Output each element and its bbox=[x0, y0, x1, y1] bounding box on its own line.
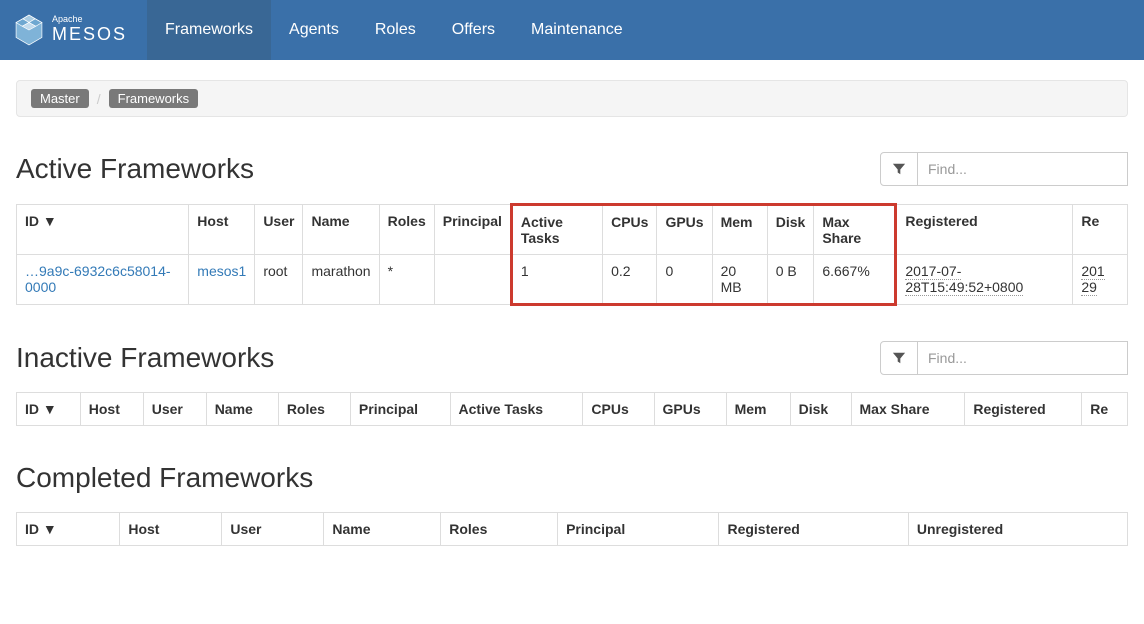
col-name[interactable]: Name bbox=[303, 205, 379, 255]
col-host[interactable]: Host bbox=[80, 393, 143, 426]
cell-user: root bbox=[255, 255, 303, 305]
framework-id-link[interactable]: …9a9c-6932c6c58014-0000 bbox=[25, 263, 171, 295]
re-ts[interactable]: 201 29 bbox=[1081, 263, 1104, 296]
col-cpus[interactable]: CPUs bbox=[603, 205, 657, 255]
col-roles[interactable]: Roles bbox=[379, 205, 434, 255]
inactive-filter bbox=[880, 341, 1128, 375]
breadcrumb-master[interactable]: Master bbox=[31, 89, 89, 108]
table-header-row: ID ▼ Host User Name Roles Principal Acti… bbox=[17, 205, 1128, 255]
navbar: Apache MESOS Frameworks Agents Roles Off… bbox=[0, 0, 1144, 60]
col-re[interactable]: Re bbox=[1073, 205, 1128, 255]
col-name[interactable]: Name bbox=[324, 513, 441, 546]
cell-max-share: 6.667% bbox=[814, 255, 896, 305]
active-frameworks-table: ID ▼ Host User Name Roles Principal Acti… bbox=[16, 203, 1128, 306]
logo-text: Apache MESOS bbox=[52, 15, 127, 45]
active-frameworks-title: Active Frameworks bbox=[16, 153, 254, 185]
mesos-logo-icon bbox=[12, 13, 46, 47]
completed-frameworks-section: Completed Frameworks ID ▼ Host User Name… bbox=[16, 450, 1128, 546]
col-gpus[interactable]: GPUs bbox=[657, 205, 712, 255]
filter-icon bbox=[892, 351, 906, 365]
col-disk[interactable]: Disk bbox=[767, 205, 814, 255]
nav-agents[interactable]: Agents bbox=[271, 0, 357, 60]
col-roles[interactable]: Roles bbox=[441, 513, 558, 546]
col-mem[interactable]: Mem bbox=[712, 205, 767, 255]
completed-frameworks-title: Completed Frameworks bbox=[16, 462, 313, 494]
col-max-share[interactable]: Max Share bbox=[851, 393, 965, 426]
filter-icon bbox=[892, 162, 906, 176]
registered-ts[interactable]: 2017-07-28T15:49:52+0800 bbox=[905, 263, 1023, 296]
cell-name: marathon bbox=[303, 255, 379, 305]
col-max-share[interactable]: Max Share bbox=[814, 205, 896, 255]
active-filter bbox=[880, 152, 1128, 186]
col-user[interactable]: User bbox=[222, 513, 324, 546]
col-user[interactable]: User bbox=[255, 205, 303, 255]
breadcrumb: Master / Frameworks bbox=[16, 80, 1128, 117]
table-header-row: ID ▼ Host User Name Roles Principal Regi… bbox=[17, 513, 1128, 546]
cell-cpus: 0.2 bbox=[603, 255, 657, 305]
cell-host: mesos1 bbox=[189, 255, 255, 305]
col-principal[interactable]: Principal bbox=[350, 393, 450, 426]
nav-offers[interactable]: Offers bbox=[434, 0, 513, 60]
col-principal[interactable]: Principal bbox=[434, 205, 511, 255]
inactive-frameworks-title: Inactive Frameworks bbox=[16, 342, 274, 374]
col-host[interactable]: Host bbox=[189, 205, 255, 255]
col-gpus[interactable]: GPUs bbox=[654, 393, 726, 426]
inactive-filter-input[interactable] bbox=[918, 341, 1128, 375]
col-id[interactable]: ID ▼ bbox=[17, 513, 120, 546]
col-cpus[interactable]: CPUs bbox=[583, 393, 654, 426]
logo-big: MESOS bbox=[52, 24, 127, 44]
cell-roles: * bbox=[379, 255, 434, 305]
inactive-frameworks-section: Inactive Frameworks ID ▼ Host User Name … bbox=[16, 330, 1128, 426]
col-host[interactable]: Host bbox=[120, 513, 222, 546]
logo[interactable]: Apache MESOS bbox=[12, 13, 147, 47]
inactive-frameworks-table: ID ▼ Host User Name Roles Principal Acti… bbox=[16, 392, 1128, 426]
filter-button[interactable] bbox=[880, 152, 918, 186]
cell-mem: 20 MB bbox=[712, 255, 767, 305]
table-header-row: ID ▼ Host User Name Roles Principal Acti… bbox=[17, 393, 1128, 426]
col-registered[interactable]: Registered bbox=[719, 513, 908, 546]
cell-active-tasks: 1 bbox=[511, 255, 602, 305]
col-active-tasks[interactable]: Active Tasks bbox=[450, 393, 583, 426]
host-link[interactable]: mesos1 bbox=[197, 263, 246, 279]
filter-button[interactable] bbox=[880, 341, 918, 375]
breadcrumb-current: Frameworks bbox=[109, 89, 199, 108]
cell-principal bbox=[434, 255, 511, 305]
nav-maintenance[interactable]: Maintenance bbox=[513, 0, 641, 60]
cell-id: …9a9c-6932c6c58014-0000 bbox=[17, 255, 189, 305]
breadcrumb-separator: / bbox=[97, 91, 101, 107]
col-disk[interactable]: Disk bbox=[790, 393, 851, 426]
completed-frameworks-table: ID ▼ Host User Name Roles Principal Regi… bbox=[16, 512, 1128, 546]
active-frameworks-section: Active Frameworks ID ▼ Host User Name Ro… bbox=[16, 141, 1128, 306]
col-registered[interactable]: Registered bbox=[965, 393, 1082, 426]
nav-roles[interactable]: Roles bbox=[357, 0, 434, 60]
cell-gpus: 0 bbox=[657, 255, 712, 305]
col-active-tasks[interactable]: Active Tasks bbox=[511, 205, 602, 255]
cell-re: 201 29 bbox=[1073, 255, 1128, 305]
col-re[interactable]: Re bbox=[1082, 393, 1128, 426]
active-filter-input[interactable] bbox=[918, 152, 1128, 186]
cell-disk: 0 B bbox=[767, 255, 814, 305]
nav-frameworks[interactable]: Frameworks bbox=[147, 0, 271, 60]
col-mem[interactable]: Mem bbox=[726, 393, 790, 426]
col-registered[interactable]: Registered bbox=[896, 205, 1073, 255]
col-name[interactable]: Name bbox=[206, 393, 278, 426]
col-principal[interactable]: Principal bbox=[558, 513, 719, 546]
col-user[interactable]: User bbox=[143, 393, 206, 426]
col-unregistered[interactable]: Unregistered bbox=[908, 513, 1127, 546]
col-id[interactable]: ID ▼ bbox=[17, 393, 81, 426]
col-roles[interactable]: Roles bbox=[278, 393, 350, 426]
cell-registered: 2017-07-28T15:49:52+0800 bbox=[896, 255, 1073, 305]
col-id[interactable]: ID ▼ bbox=[17, 205, 189, 255]
table-row: …9a9c-6932c6c58014-0000 mesos1 root mara… bbox=[17, 255, 1128, 305]
